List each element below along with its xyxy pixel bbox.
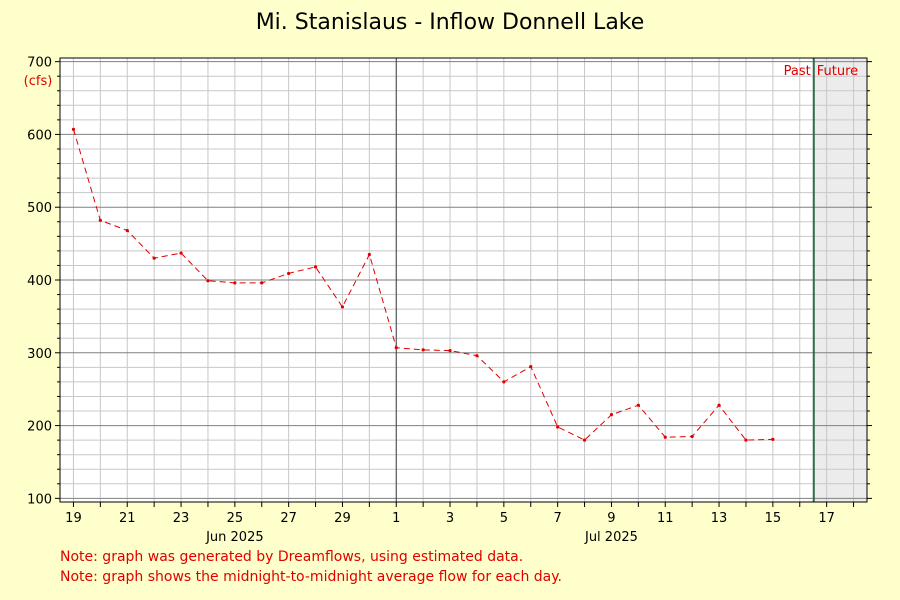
y-tick-label: 700 bbox=[27, 56, 52, 71]
data-point bbox=[287, 271, 291, 276]
x-tick-label: 15 bbox=[765, 511, 782, 526]
series-layer bbox=[71, 127, 775, 442]
data-point bbox=[421, 348, 425, 352]
past-label: Past bbox=[784, 64, 811, 79]
axes bbox=[55, 57, 872, 507]
x-tick-label: 11 bbox=[657, 511, 674, 526]
data-point bbox=[690, 434, 694, 439]
data-point bbox=[98, 218, 102, 222]
data-point bbox=[663, 435, 667, 439]
data-point bbox=[717, 403, 721, 407]
data-point bbox=[394, 346, 398, 350]
future-label: Future bbox=[817, 64, 858, 79]
data-point bbox=[502, 380, 506, 384]
data-point bbox=[609, 413, 614, 417]
data-point bbox=[179, 251, 183, 255]
x-tick-label: 3 bbox=[446, 511, 454, 526]
data-point bbox=[475, 354, 479, 358]
y-tick-label: 100 bbox=[27, 492, 52, 507]
y-tick-label: 200 bbox=[27, 420, 52, 435]
x-tick-label: 5 bbox=[500, 511, 508, 526]
x-tick-label: 19 bbox=[65, 511, 82, 526]
data-point bbox=[260, 281, 264, 285]
data-point bbox=[529, 365, 533, 369]
data-point bbox=[313, 265, 318, 269]
x-tick-label: 17 bbox=[818, 511, 835, 526]
data-point bbox=[448, 349, 452, 353]
data-point bbox=[556, 425, 560, 429]
y-tick-label: 500 bbox=[27, 201, 52, 216]
x-tick-label: 27 bbox=[280, 511, 297, 526]
x-tick-label: 13 bbox=[711, 511, 728, 526]
y-tick-label: 400 bbox=[27, 274, 52, 289]
x-tick-label: 9 bbox=[607, 511, 615, 526]
x-tick-label: 21 bbox=[119, 511, 136, 526]
data-point bbox=[744, 438, 748, 442]
note-estimated-data: Note: graph was generated by Dreamflows,… bbox=[60, 549, 524, 565]
data-point bbox=[233, 281, 237, 285]
note-average-flow: Note: graph shows the midnight-to-midnig… bbox=[60, 569, 562, 585]
x-tick-label: 25 bbox=[227, 511, 244, 526]
y-tick-label: 300 bbox=[27, 347, 52, 362]
y-axis-label: (cfs) bbox=[24, 74, 53, 89]
data-point bbox=[206, 279, 210, 283]
x-tick-label: 7 bbox=[554, 511, 562, 526]
x-tick-label: 1 bbox=[392, 511, 400, 526]
y-tick-label: 600 bbox=[27, 128, 52, 143]
data-point bbox=[636, 403, 640, 407]
x-tick-label: 29 bbox=[334, 511, 351, 526]
series-line bbox=[73, 129, 773, 441]
grid-lines bbox=[60, 58, 867, 502]
month-label: Jul 2025 bbox=[584, 530, 638, 545]
data-point bbox=[771, 437, 775, 442]
data-point bbox=[152, 256, 156, 260]
data-point bbox=[367, 252, 371, 257]
data-point bbox=[582, 438, 587, 442]
data-point bbox=[340, 305, 345, 309]
chart-title: Mi. Stanislaus - Inflow Donnell Lake bbox=[255, 10, 645, 35]
month-label: Jun 2025 bbox=[205, 530, 264, 545]
x-tick-label: 23 bbox=[173, 511, 190, 526]
data-point bbox=[125, 228, 129, 233]
data-point bbox=[71, 127, 76, 131]
